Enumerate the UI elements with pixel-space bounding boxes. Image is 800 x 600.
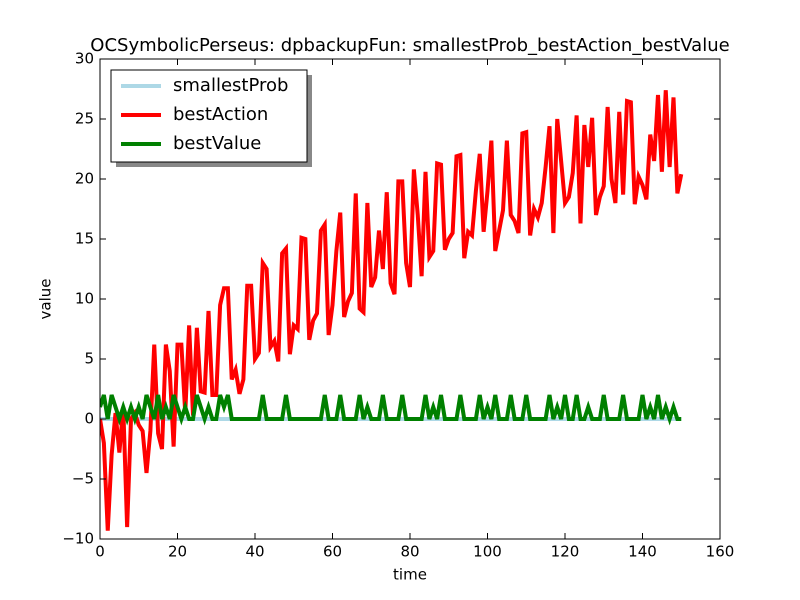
plot-lines — [100, 90, 684, 531]
y-tick-label: −5 — [72, 470, 94, 488]
chart-title: OCSymbolicPerseus: dpbackupFun: smallest… — [90, 35, 729, 56]
x-tick-label: 160 — [706, 543, 735, 561]
y-tick-label: 10 — [75, 290, 94, 308]
y-tick-label: 20 — [75, 170, 94, 188]
x-tick-label: 0 — [95, 543, 105, 561]
series-line — [100, 90, 684, 531]
x-tick-label: 20 — [168, 543, 187, 561]
y-tick-label: 30 — [75, 50, 94, 68]
y-tick-label: 5 — [84, 350, 94, 368]
x-axis-label: time — [393, 566, 427, 584]
y-tick-label: 0 — [84, 410, 94, 428]
y-tick-label: 25 — [75, 110, 94, 128]
series-line — [100, 394, 682, 426]
legend-label: smallestProb — [173, 75, 288, 96]
legend-label: bestValue — [173, 133, 261, 154]
y-tick-label: 15 — [75, 230, 94, 248]
x-tick-label: 40 — [245, 543, 264, 561]
y-axis-label: value — [37, 279, 55, 320]
x-tick-label: 100 — [473, 543, 502, 561]
x-tick-label: 60 — [323, 543, 342, 561]
legend-label: bestAction — [173, 104, 268, 125]
legend: smallestProb bestAction bestValue — [110, 69, 312, 167]
x-tick-label: 80 — [400, 543, 419, 561]
y-tick-label: −10 — [62, 530, 94, 548]
x-tick-label: 120 — [551, 543, 580, 561]
x-tick-label: 140 — [628, 543, 657, 561]
